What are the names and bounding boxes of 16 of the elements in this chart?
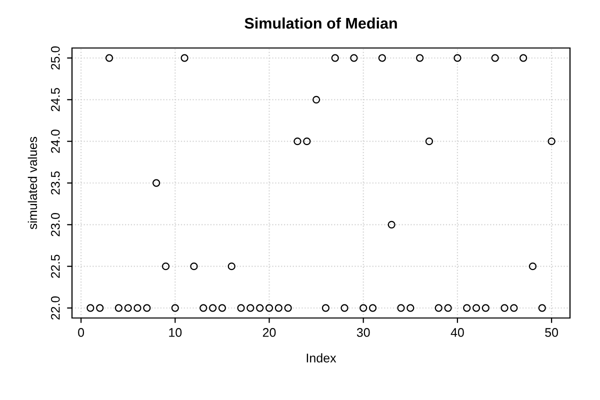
y-tick-label: 23.0 [50, 212, 60, 236]
y-tick-label: 22.0 [50, 296, 60, 320]
chart-title: Simulation of Median [244, 17, 397, 29]
x-tick-label: 0 [78, 328, 84, 337]
x-tick-label: 10 [169, 328, 182, 337]
x-tick-label: 40 [450, 328, 464, 337]
y-tick-label: 24.5 [50, 88, 60, 112]
x-axis-title: Index [306, 353, 336, 362]
y-axis-title: simulated values [28, 136, 38, 230]
x-tick-label: 20 [262, 328, 276, 337]
x-tick-label: 50 [545, 328, 558, 337]
y-tick-label: 22.5 [50, 254, 60, 278]
y-tick-label: 23.5 [50, 171, 60, 195]
x-tick-label: 30 [356, 328, 370, 337]
y-tick-label: 24.0 [50, 130, 60, 153]
y-tick-label: 25.0 [50, 46, 60, 70]
